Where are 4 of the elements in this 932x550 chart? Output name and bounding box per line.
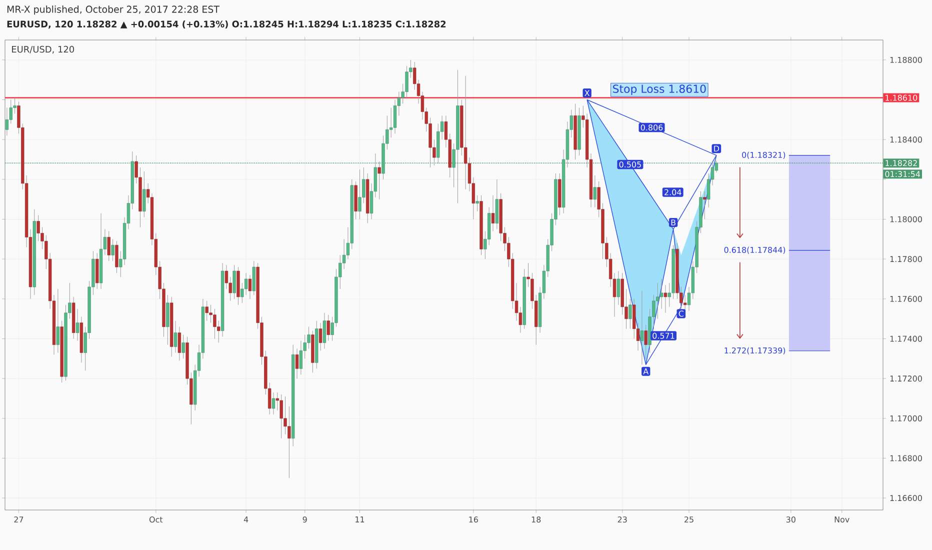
annotation: EUR/USD, 120 [12, 46, 74, 54]
chart-subtitle: EURUSD, 120 1.18282 ▲ +0.00154 (+0.13%) O:1.18245 H:1.18294 L:1.18235 C:1.18282 [7, 20, 446, 29]
chart-title: MR-X published, October 25, 2017 22:28 EST [7, 6, 220, 15]
annotation: Stop Loss 1.8610 [613, 84, 706, 96]
